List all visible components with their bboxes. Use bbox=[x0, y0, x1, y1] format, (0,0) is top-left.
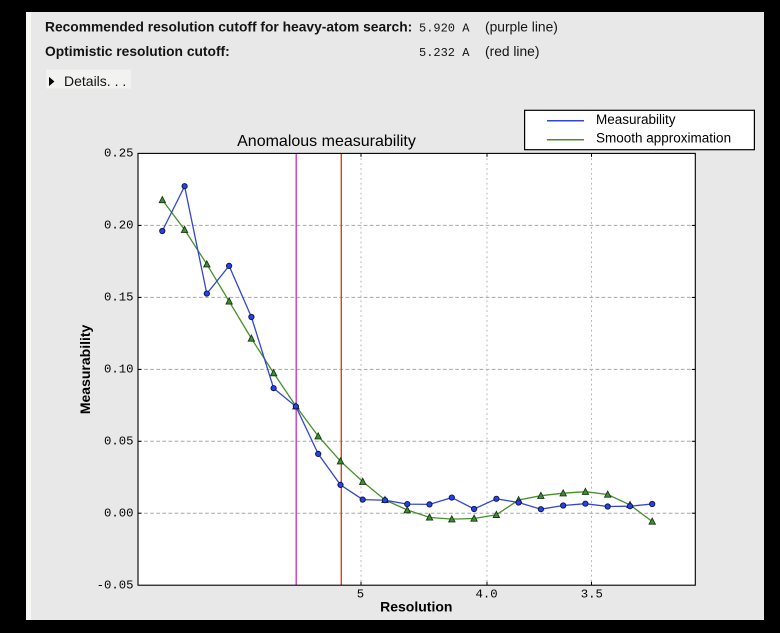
svg-text:0.25: 0.25 bbox=[104, 147, 134, 161]
svg-text:0.20: 0.20 bbox=[104, 219, 134, 233]
svg-text:(red line): (red line) bbox=[485, 44, 539, 59]
svg-text:(purple line): (purple line) bbox=[485, 20, 558, 35]
svg-text:0.05: 0.05 bbox=[104, 435, 134, 449]
svg-text:0.10: 0.10 bbox=[104, 363, 134, 377]
svg-text:Smooth approximation: Smooth approximation bbox=[596, 131, 731, 146]
svg-text:Measurability: Measurability bbox=[596, 112, 676, 127]
svg-text:Resolution: Resolution bbox=[380, 599, 452, 615]
svg-text:0.00: 0.00 bbox=[104, 507, 134, 521]
svg-text:4.0: 4.0 bbox=[476, 588, 498, 602]
svg-text:5: 5 bbox=[357, 588, 364, 602]
svg-text:0.15: 0.15 bbox=[104, 291, 134, 305]
svg-text:Details. . .: Details. . . bbox=[64, 73, 126, 89]
svg-text:5.232 A: 5.232 A bbox=[419, 46, 470, 60]
svg-text:Anomalous measurability: Anomalous measurability bbox=[237, 133, 416, 150]
svg-text:Optimistic resolution cutoff:: Optimistic resolution cutoff: bbox=[45, 44, 230, 59]
svg-text:3.5: 3.5 bbox=[581, 588, 603, 602]
svg-text:Measurability: Measurability bbox=[77, 324, 93, 414]
svg-text:-0.05: -0.05 bbox=[97, 579, 134, 593]
svg-text:Recommended resolution cutoff: Recommended resolution cutoff for heavy-… bbox=[45, 20, 412, 35]
svg-text:5.920 A: 5.920 A bbox=[419, 22, 470, 36]
